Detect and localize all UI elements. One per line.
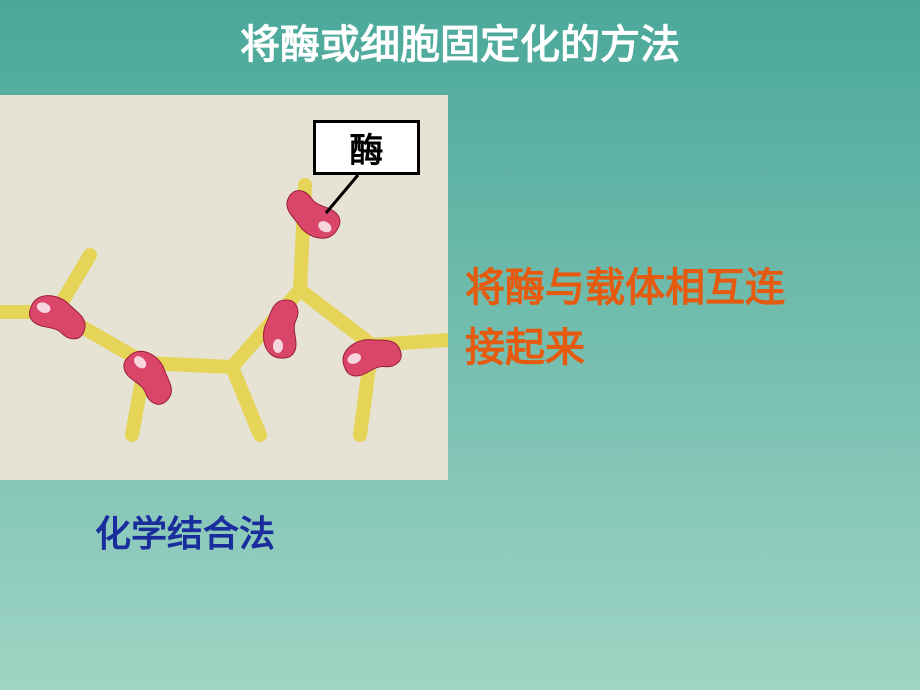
description-text: 将酶与载体相互连 接起来: [465, 258, 785, 378]
diagram-area: 酶: [0, 95, 448, 480]
description-line1: 将酶与载体相互连: [465, 266, 785, 310]
slide: 将酶或细胞固定化的方法 酶 将酶与载体相互连 接起来 化学结合法: [0, 0, 920, 690]
slide-title: 将酶或细胞固定化的方法: [0, 12, 920, 70]
description-line2: 接起来: [465, 326, 585, 370]
method-label: 化学结合法: [95, 505, 275, 557]
enzyme-label-box: 酶: [313, 120, 420, 175]
enzyme-label-text: 酶: [350, 123, 384, 172]
